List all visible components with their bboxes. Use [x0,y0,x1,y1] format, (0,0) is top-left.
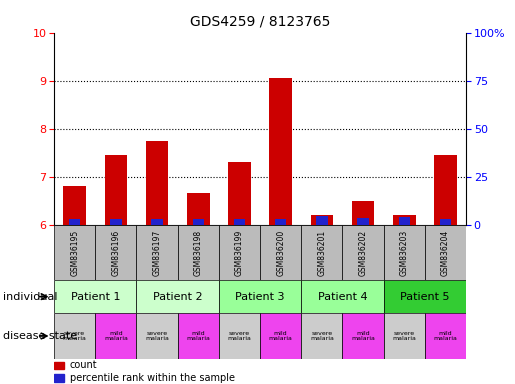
Text: mild
malaria: mild malaria [269,331,293,341]
Bar [440,219,451,225]
Bar [178,225,219,280]
Text: severe
malaria: severe malaria [310,331,334,341]
Bar [234,219,245,225]
Bar [105,155,127,225]
Bar [352,201,374,225]
Text: GSM836197: GSM836197 [152,229,162,276]
Bar [357,218,369,225]
Text: GSM836195: GSM836195 [70,229,79,276]
Text: Patient 1: Patient 1 [71,291,120,302]
Text: GSM836198: GSM836198 [194,229,203,276]
Text: mild
malaria: mild malaria [434,331,457,341]
Bar [95,225,136,280]
Bar [260,313,301,359]
Bar [69,219,80,225]
Text: disease state: disease state [3,331,77,341]
Bar [260,225,301,280]
Text: GSM836196: GSM836196 [111,229,121,276]
Bar [193,219,204,225]
Text: mild
malaria: mild malaria [351,331,375,341]
Text: count: count [70,360,97,370]
Bar [151,219,163,225]
Bar [275,219,286,225]
Text: severe
malaria: severe malaria [145,331,169,341]
Bar [219,225,260,280]
Text: individual: individual [3,291,57,302]
Bar [399,217,410,225]
Bar [342,313,384,359]
Text: GSM836202: GSM836202 [358,229,368,276]
Text: severe
malaria: severe malaria [392,331,416,341]
Text: mild
malaria: mild malaria [186,331,210,341]
Text: GSM836201: GSM836201 [317,229,327,276]
Bar [434,155,457,225]
Bar [54,362,64,369]
Bar [269,78,292,225]
Bar [425,313,466,359]
Bar [228,162,251,225]
Bar [187,194,210,225]
Bar [311,215,333,225]
Bar [384,225,425,280]
Text: Patient 5: Patient 5 [400,291,450,302]
Bar [301,313,342,359]
Bar [63,186,86,225]
Bar [54,374,64,382]
Text: severe
malaria: severe malaria [63,331,87,341]
Text: GSM836204: GSM836204 [441,229,450,276]
Text: GSM836199: GSM836199 [235,229,244,276]
Bar [54,313,95,359]
Bar [384,313,425,359]
Text: GSM836200: GSM836200 [276,229,285,276]
Bar [425,225,466,280]
Text: GSM836203: GSM836203 [400,229,409,276]
Text: percentile rank within the sample: percentile rank within the sample [70,373,235,383]
Bar [136,225,178,280]
Text: mild
malaria: mild malaria [104,331,128,341]
Bar [393,215,416,225]
Bar [342,225,384,280]
Bar [301,280,384,313]
Bar [136,280,219,313]
Bar [178,313,219,359]
Bar [219,280,301,313]
Bar [54,225,95,280]
Text: Patient 3: Patient 3 [235,291,285,302]
Bar [95,313,136,359]
Bar [54,280,136,313]
Text: Patient 4: Patient 4 [318,291,367,302]
Bar [110,219,122,225]
Bar [219,313,260,359]
Text: Patient 2: Patient 2 [153,291,202,302]
Text: severe
malaria: severe malaria [228,331,251,341]
Bar [136,313,178,359]
Bar [316,216,328,225]
Bar [384,280,466,313]
Title: GDS4259 / 8123765: GDS4259 / 8123765 [190,15,330,29]
Bar [146,141,168,225]
Bar [301,225,342,280]
